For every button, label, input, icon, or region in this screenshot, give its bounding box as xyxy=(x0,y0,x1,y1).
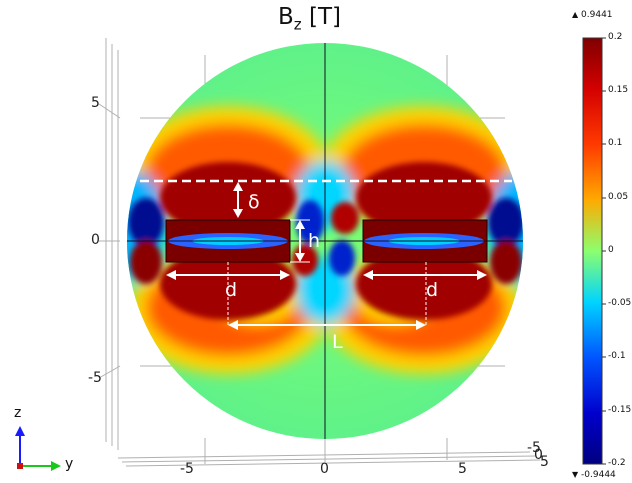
label-delta: δ xyxy=(248,191,260,213)
up-triangle-icon: ▲ xyxy=(572,10,579,19)
title-unit: [T] xyxy=(308,4,341,30)
colorbar-max-value: 0.9441 xyxy=(581,10,613,20)
horizontal-tick-label: 0 xyxy=(320,461,329,477)
depth-tick-label: 5 xyxy=(540,454,549,470)
vertical-tick-label: -5 xyxy=(88,370,102,386)
colorbar-tick-label: -0.1 xyxy=(608,351,626,361)
colorbar xyxy=(582,37,603,465)
label-h: h xyxy=(308,230,321,252)
colorbar-tick-label: -0.05 xyxy=(608,298,632,308)
colorbar-min-value: -0.9444 xyxy=(581,470,616,480)
colorbar-tick-label: -0.2 xyxy=(608,458,626,468)
triad-y-label: y xyxy=(65,456,74,472)
plot-title: Bz [T] xyxy=(278,4,341,34)
depth-tick-label: 0 xyxy=(534,447,543,463)
colorbar-tick-label: 0.1 xyxy=(608,138,623,148)
annotation-marks xyxy=(140,179,512,330)
label-d-left: d xyxy=(225,279,238,301)
vertical-tick-label: 0 xyxy=(91,232,100,248)
triad-z-label: z xyxy=(14,405,22,421)
horizontal-tick-label: 5 xyxy=(458,461,467,477)
colorbar-tick-label: 0 xyxy=(608,245,614,255)
colorbar-max-marker: ▲ 0.9441 xyxy=(572,10,613,20)
horizontal-tick-label: -5 xyxy=(180,461,194,477)
colorbar-tick-label: 0.05 xyxy=(608,192,629,202)
label-L: L xyxy=(332,331,343,353)
down-triangle-icon: ▼ xyxy=(572,470,579,479)
coordinate-triad xyxy=(15,426,61,471)
colorbar-ticks xyxy=(602,37,606,465)
colorbar-min-marker: ▼ -0.9444 xyxy=(572,470,616,480)
colorbar-tick-label: 0.2 xyxy=(608,32,623,42)
vertical-tick-label: 5 xyxy=(91,95,100,111)
label-d-right: d xyxy=(426,279,439,301)
depth-tick-label: -5 xyxy=(527,440,541,456)
colorbar-tick-label: -0.15 xyxy=(608,405,632,415)
colorbar-tick-label: 0.15 xyxy=(608,85,629,95)
title-symbol: B xyxy=(278,4,294,30)
field-disk xyxy=(127,43,523,439)
title-subscript: z xyxy=(293,15,302,34)
